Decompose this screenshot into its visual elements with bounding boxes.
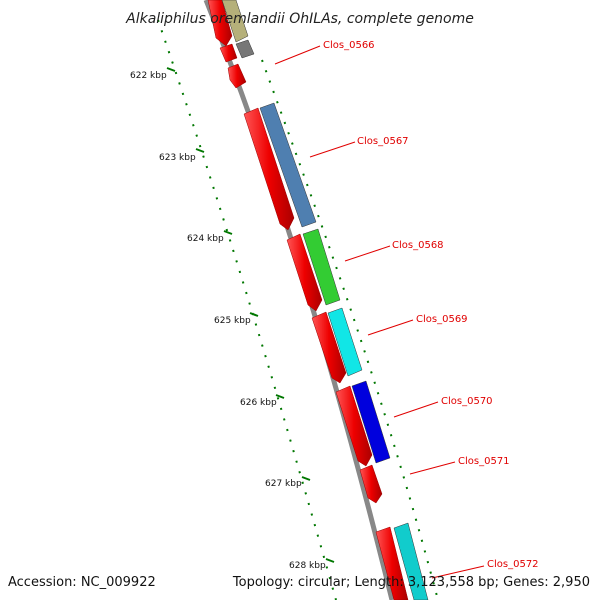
label-leaders (274, 45, 485, 579)
tick-mark (166, 67, 176, 72)
gene-label[interactable]: Clos_0566 (323, 40, 375, 51)
map-title: Alkaliphilus oremlandii OhILAs, complete… (125, 11, 474, 27)
tick-mark (301, 476, 311, 481)
gene-arrow (227, 63, 247, 89)
feature-block (259, 102, 317, 228)
tick-mark (275, 394, 285, 399)
leader-line (431, 565, 485, 579)
gene-arrow (359, 464, 383, 504)
leader-line (409, 461, 456, 475)
gene-label[interactable]: Clos_0568 (392, 240, 444, 251)
tick-label: 623 kbp (159, 153, 196, 163)
tick-label: 624 kbp (187, 234, 224, 244)
gene-arrow (207, 0, 233, 47)
leader-line (274, 45, 321, 65)
leader-line (344, 245, 391, 262)
genome-summary: Topology: circular; Length: 3,123,558 bp… (232, 575, 590, 590)
feature-block (327, 307, 363, 377)
strand-features (207, 0, 409, 600)
tick-label: 626 kbp (240, 398, 277, 408)
gene-label[interactable]: Clos_0570 (441, 396, 493, 407)
feature-block (351, 380, 391, 464)
tick-mark (249, 312, 259, 317)
tick-label: 622 kbp (130, 71, 167, 81)
gene-arrow (375, 526, 409, 600)
major-ticks (166, 67, 335, 563)
tick-label: 627 kbp (265, 479, 302, 489)
tick-label: 625 kbp (214, 316, 251, 326)
gene-arrow (286, 233, 323, 312)
gene-arrow (243, 107, 295, 231)
colored-features (221, 0, 429, 600)
gene-arrow (311, 311, 347, 384)
tick-mark (223, 230, 233, 235)
gene-label[interactable]: Clos_0571 (458, 456, 510, 467)
gene-arrow (335, 385, 373, 467)
leader-line (393, 401, 439, 418)
gene-label[interactable]: Clos_0569 (416, 314, 468, 325)
feature-block (393, 522, 429, 600)
leader-line (367, 319, 414, 336)
tick-label: 628 kbp (289, 561, 326, 571)
accession-text: Accession: NC_009922 (8, 575, 156, 590)
gene-label[interactable]: Clos_0567 (357, 136, 409, 147)
gene-label[interactable]: Clos_0572 (487, 559, 539, 570)
tick-mark (325, 558, 335, 563)
leader-line (309, 141, 356, 158)
feature-block (235, 39, 255, 59)
tick-mark (195, 148, 205, 153)
tick-ring-outer (261, 59, 439, 600)
feature-block (221, 0, 249, 43)
feature-block (302, 228, 341, 306)
genome-backbone (203, 0, 395, 600)
gene-arrow (219, 43, 238, 63)
